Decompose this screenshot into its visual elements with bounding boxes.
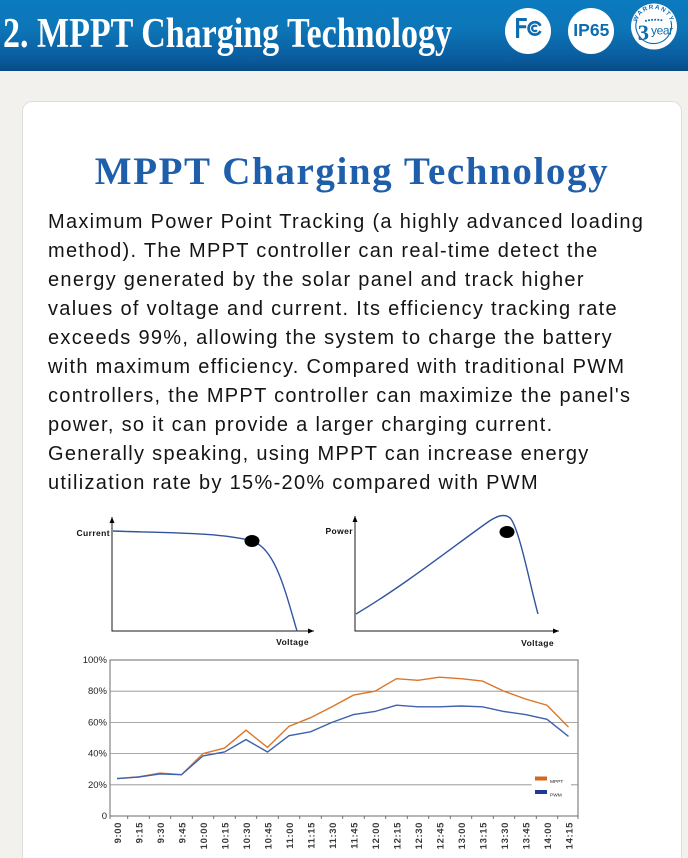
svg-text:10:00: 10:00 [199, 822, 210, 849]
svg-text:11:45: 11:45 [350, 822, 361, 849]
svg-text:100%: 100% [83, 655, 108, 666]
svg-text:PWM: PWM [550, 793, 562, 799]
svg-text:11:30: 11:30 [328, 822, 339, 849]
svg-text:3: 3 [638, 20, 649, 45]
svg-text:Voltage: Voltage [276, 637, 309, 647]
svg-text:80%: 80% [88, 686, 108, 697]
svg-text:20%: 20% [88, 780, 108, 791]
svg-text:12:00: 12:00 [371, 822, 382, 849]
svg-text:13:00: 13:00 [457, 822, 468, 849]
svg-text:13:30: 13:30 [500, 822, 511, 849]
svg-text:0: 0 [102, 811, 107, 822]
svg-text:9:30: 9:30 [156, 822, 167, 843]
svg-text:12:15: 12:15 [393, 822, 404, 849]
svg-text:Current: Current [77, 528, 111, 538]
svg-text:40%: 40% [88, 749, 108, 760]
svg-text:14:00: 14:00 [543, 822, 554, 849]
svg-text:12:30: 12:30 [414, 822, 425, 849]
svg-text:10:45: 10:45 [264, 822, 275, 849]
svg-text:9:15: 9:15 [135, 822, 146, 844]
svg-text:10:15: 10:15 [221, 822, 232, 849]
svg-text:11:15: 11:15 [307, 822, 318, 849]
svg-text:12:45: 12:45 [436, 822, 447, 849]
svg-text:13:45: 13:45 [522, 822, 533, 849]
svg-text:9:00: 9:00 [113, 822, 124, 843]
svg-text:year: year [651, 23, 673, 37]
svg-text:14:15: 14:15 [565, 822, 576, 849]
svg-text:IP65: IP65 [573, 20, 609, 40]
svg-text:MPPT: MPPT [550, 779, 563, 785]
svg-text:10:30: 10:30 [242, 822, 253, 849]
svg-text:13:15: 13:15 [479, 822, 490, 849]
svg-text:9:45: 9:45 [178, 822, 189, 844]
svg-text:Power: Power [325, 526, 353, 536]
svg-text:11:00: 11:00 [285, 822, 296, 849]
svg-text:Voltage: Voltage [521, 638, 554, 648]
svg-text:60%: 60% [88, 717, 108, 728]
